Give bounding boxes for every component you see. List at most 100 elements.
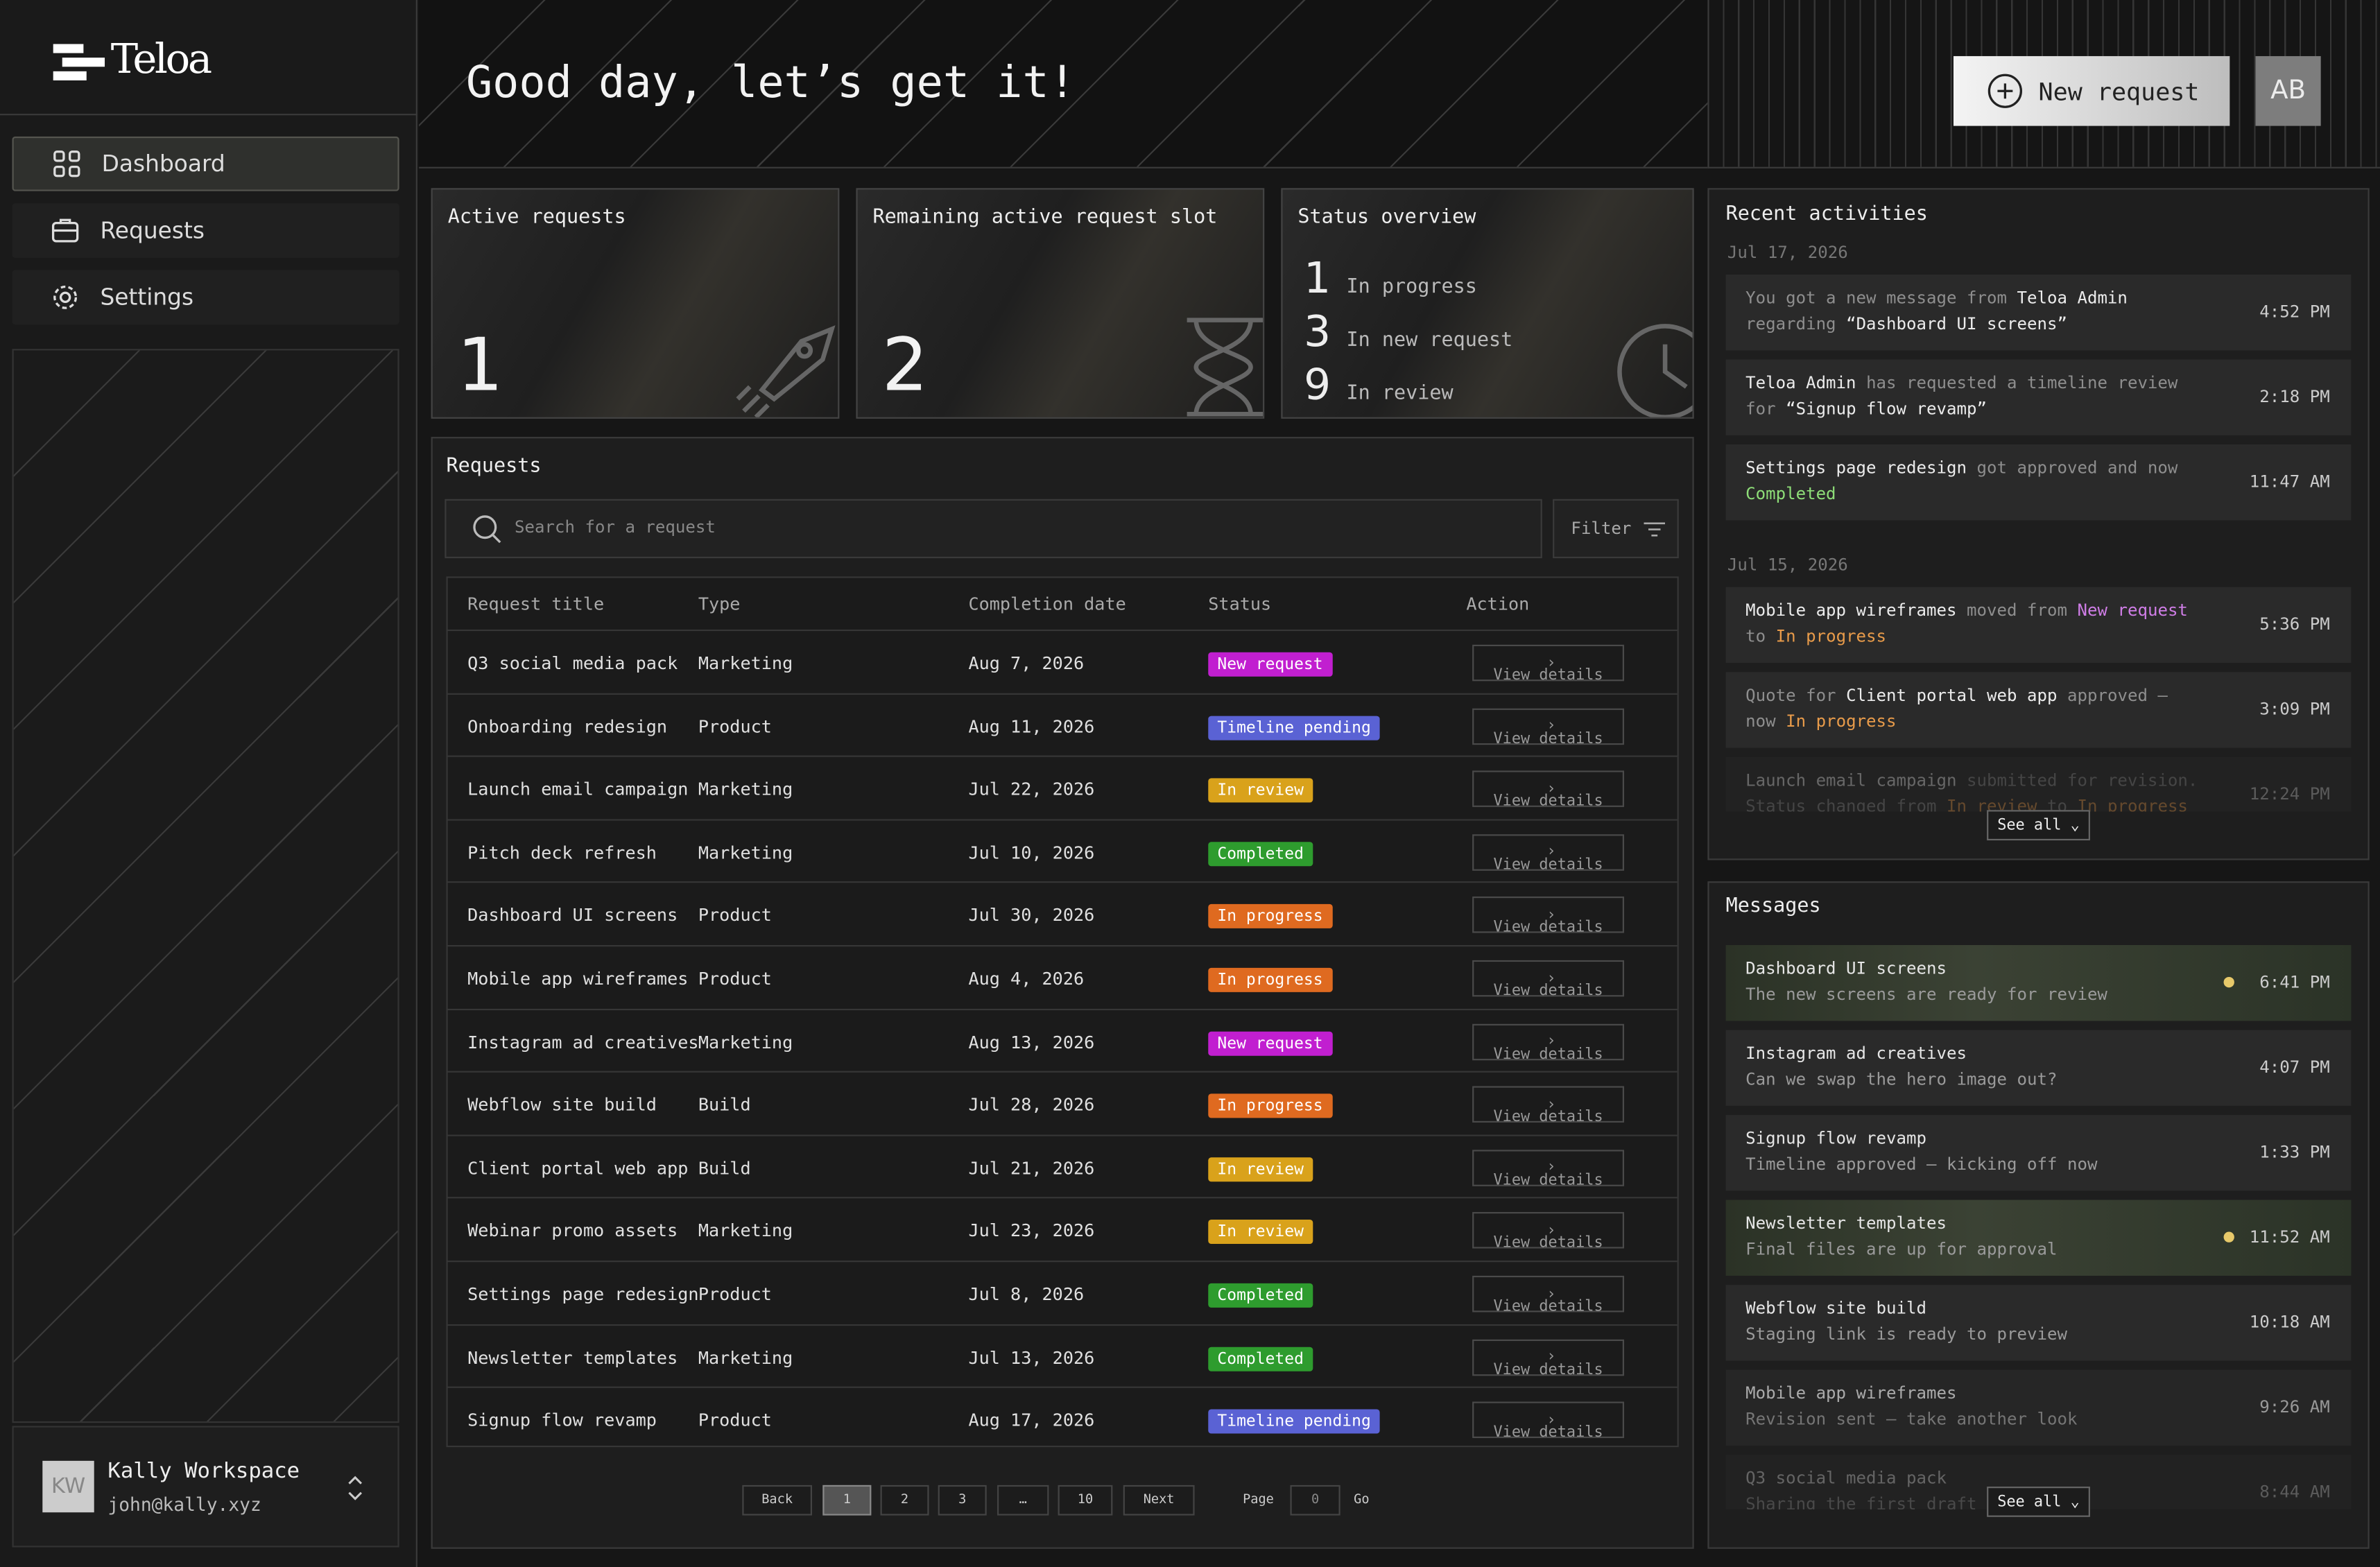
activity-time: 11:47 AM xyxy=(2249,471,2330,492)
clock-icon xyxy=(1617,324,1693,417)
column-header: Status xyxy=(1208,593,1272,615)
activity-text-part: to xyxy=(2037,795,2078,812)
activity-text-part: In progress xyxy=(2077,795,2188,812)
rocket-icon xyxy=(736,325,836,417)
message-item[interactable]: Mobile app wireframes Revision sent — tak… xyxy=(1725,1369,2352,1446)
cell: Q3 social media pack xyxy=(467,652,678,674)
activity-time: 5:36 PM xyxy=(2259,614,2330,634)
page-button[interactable]: … xyxy=(997,1484,1049,1516)
cell: Jul 28, 2026 xyxy=(968,1093,1095,1116)
nav-item[interactable]: Settings xyxy=(12,270,399,325)
status-label: In review xyxy=(1346,382,1454,406)
page-button[interactable]: 10 xyxy=(1058,1484,1113,1516)
status-badge: In progress xyxy=(1208,904,1332,929)
button-label: View details xyxy=(1493,1298,1603,1315)
filter-icon xyxy=(1643,521,1665,536)
button-label: View details xyxy=(1493,1235,1603,1252)
cell: Client portal web app xyxy=(467,1157,689,1179)
activity-time: 3:09 PM xyxy=(2259,699,2330,720)
cell: Marketing xyxy=(698,1220,793,1242)
message-item[interactable]: Dashboard UI screens The new screens are … xyxy=(1725,944,2352,1021)
view-details-button[interactable]: View details › xyxy=(1472,707,1624,747)
stat-card: Remaining active request slot 2 xyxy=(856,188,1265,419)
next-button[interactable]: Next xyxy=(1123,1484,1195,1516)
divider xyxy=(0,114,417,116)
message-item[interactable]: Signup flow revamp Timeline approved — ki… xyxy=(1725,1115,2352,1191)
cell: Jul 22, 2026 xyxy=(968,778,1095,800)
view-details-button[interactable]: View details › xyxy=(1472,644,1624,684)
status-badge: In progress xyxy=(1208,1093,1332,1118)
cell: Marketing xyxy=(698,841,793,863)
chevron: › xyxy=(1546,655,1556,672)
column-header: Action xyxy=(1466,593,1530,615)
status-badge: New request xyxy=(1208,1030,1332,1055)
page-input[interactable]: 0 xyxy=(1290,1484,1340,1516)
button-label: View details xyxy=(1493,793,1603,811)
cell: Marketing xyxy=(698,1030,793,1053)
cell: Onboarding redesign xyxy=(467,715,668,737)
view-details-button[interactable]: View details › xyxy=(1472,1338,1624,1378)
view-details-button[interactable]: View details › xyxy=(1472,1149,1624,1189)
page-button[interactable]: 3 xyxy=(938,1484,987,1516)
cell: Jul 8, 2026 xyxy=(968,1283,1085,1305)
nav-item[interactable]: Dashboard xyxy=(12,136,399,191)
button-label: View details xyxy=(1493,982,1603,1000)
view-details-button[interactable]: View details › xyxy=(1472,1275,1624,1315)
view-details-button[interactable]: View details › xyxy=(1472,833,1624,874)
activity-text-part: to xyxy=(1745,625,1776,646)
activity-text-part: Launch email campaign xyxy=(1745,770,1957,790)
view-details-button[interactable]: View details › xyxy=(1472,1086,1624,1126)
activity-time: 4:52 PM xyxy=(2259,302,2330,322)
panel-title: Requests xyxy=(446,455,542,478)
card-value: 1 xyxy=(456,323,503,408)
view-details-button[interactable]: View details › xyxy=(1472,960,1624,1000)
cell: Jul 23, 2026 xyxy=(968,1220,1095,1242)
filter-label: Filter xyxy=(1571,519,1632,539)
table-row: Instagram ad creatives Marketing Aug 13, 2… xyxy=(446,1007,1678,1073)
status-badge: In review xyxy=(1208,778,1313,803)
chevron: › xyxy=(1546,718,1556,735)
activity-text-part: got approved and now xyxy=(1967,458,2178,478)
activity-date: Jul 17, 2026 xyxy=(1727,243,1848,263)
button-label: View details xyxy=(1493,1361,1603,1378)
activity-text: Mobile app wireframes moved from New req… xyxy=(1745,599,2201,649)
cell: Webinar promo assets xyxy=(467,1220,678,1242)
message-item[interactable]: Newsletter templates Final files are up f… xyxy=(1725,1200,2352,1276)
message-time: 4:07 PM xyxy=(2259,1057,2330,1077)
chevron: › xyxy=(1546,1349,1556,1366)
button-label: View details xyxy=(1493,1424,1603,1442)
chevron: › xyxy=(1546,1285,1556,1303)
nav-item[interactable]: Requests xyxy=(12,203,399,258)
view-details-button[interactable]: View details › xyxy=(1472,1401,1624,1442)
greeting: Good day, let’s get it! xyxy=(465,55,1076,108)
stat-card: Active requests 1 xyxy=(431,188,840,419)
view-details-button[interactable]: View details › xyxy=(1472,897,1624,937)
activity-text: Quote for Client portal web app approved… xyxy=(1745,684,2201,734)
go-button[interactable]: Go xyxy=(1354,1492,1370,1508)
status-badge: New request xyxy=(1208,652,1332,677)
activity-text: You got a new message from Teloa Admin r… xyxy=(1745,286,2201,336)
cell: Product xyxy=(698,1283,772,1305)
back-button[interactable]: Back xyxy=(742,1484,812,1516)
stat-card: Status overview 1 In progress 3 In new requ… xyxy=(1281,188,1694,419)
view-details-button[interactable]: View details › xyxy=(1472,1212,1624,1252)
page-button[interactable]: 2 xyxy=(880,1484,929,1516)
activity-item: Teloa Admin has requested a timeline rev… xyxy=(1725,359,2352,435)
see-all-button[interactable]: See all ⌄ xyxy=(1987,1487,2090,1517)
status-badge: Completed xyxy=(1208,1346,1313,1371)
message-body: The new screens are ready for review xyxy=(1745,984,2107,1005)
view-details-button[interactable]: View details › xyxy=(1472,770,1624,811)
nav-label: Dashboard xyxy=(101,150,225,178)
status-badge: In progress xyxy=(1208,967,1332,992)
user-avatar[interactable]: AB xyxy=(2255,55,2321,126)
column-header: Request title xyxy=(467,593,605,615)
view-details-button[interactable]: View details › xyxy=(1472,1023,1624,1063)
activity-text: Launch email campaign submitted for revi… xyxy=(1745,769,2201,811)
message-item[interactable]: Instagram ad creatives Can we swap the he… xyxy=(1725,1030,2352,1106)
new-request-button[interactable]: New request xyxy=(1953,55,2230,126)
filter-button[interactable]: Filter xyxy=(1553,499,1679,559)
see-all-button[interactable]: See all ⌄ xyxy=(1987,810,2090,841)
page-button[interactable]: 1 xyxy=(822,1484,872,1516)
message-item[interactable]: Webflow site build Staging link is ready … xyxy=(1725,1285,2352,1361)
search-box[interactable] xyxy=(445,499,1542,559)
